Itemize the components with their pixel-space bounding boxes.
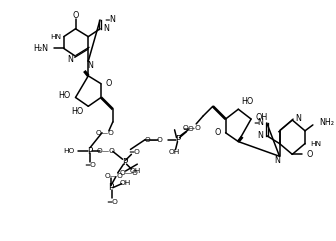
Text: P: P bbox=[88, 147, 93, 156]
Text: O—O: O—O bbox=[95, 130, 114, 136]
Text: O—O: O—O bbox=[183, 125, 202, 131]
Text: HO: HO bbox=[63, 148, 75, 154]
Text: HN: HN bbox=[50, 34, 61, 40]
Text: =O: =O bbox=[182, 126, 194, 132]
Text: O: O bbox=[106, 79, 112, 88]
Text: HN: HN bbox=[310, 141, 321, 147]
Text: O: O bbox=[306, 150, 312, 159]
Text: O—O: O—O bbox=[96, 148, 115, 154]
Text: N: N bbox=[87, 60, 93, 70]
Text: N: N bbox=[275, 156, 281, 165]
Text: =O: =O bbox=[84, 162, 96, 168]
Text: OH: OH bbox=[169, 149, 180, 155]
Text: P: P bbox=[122, 158, 127, 167]
Text: O: O bbox=[72, 11, 79, 20]
Text: =O: =O bbox=[106, 199, 118, 205]
Text: O—O: O—O bbox=[145, 137, 164, 143]
Text: O—O: O—O bbox=[120, 170, 138, 176]
Text: =O: =O bbox=[128, 149, 140, 155]
Text: O: O bbox=[214, 128, 221, 137]
Text: OH: OH bbox=[130, 168, 141, 174]
Text: P: P bbox=[108, 183, 114, 192]
Text: N: N bbox=[109, 15, 115, 25]
Text: H₂N: H₂N bbox=[33, 44, 48, 53]
Text: O—O: O—O bbox=[104, 173, 123, 179]
Text: N: N bbox=[257, 119, 263, 127]
Text: P: P bbox=[175, 135, 180, 144]
Text: N: N bbox=[295, 114, 301, 122]
Text: =: = bbox=[253, 120, 259, 126]
Text: HO: HO bbox=[58, 91, 71, 100]
Text: HO: HO bbox=[71, 107, 83, 116]
Text: N: N bbox=[68, 55, 74, 64]
Text: HO: HO bbox=[241, 97, 254, 106]
Text: N: N bbox=[257, 131, 263, 140]
Text: =: = bbox=[104, 17, 110, 23]
Text: N: N bbox=[103, 24, 109, 33]
Text: OH: OH bbox=[120, 180, 131, 186]
Text: OH: OH bbox=[256, 113, 268, 121]
Text: NH₂: NH₂ bbox=[320, 119, 335, 127]
